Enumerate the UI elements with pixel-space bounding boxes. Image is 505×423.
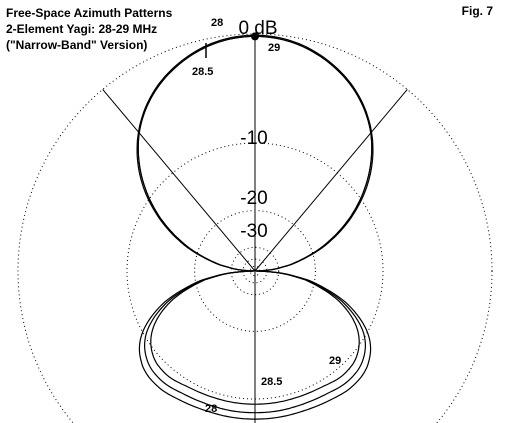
curve-label-28-5: 28.5 — [261, 376, 282, 388]
max-gain-marker — [251, 32, 259, 41]
curve-label-28: 28 — [205, 403, 217, 415]
pattern-curve-28-5 — [136, 34, 374, 414]
spoke-line — [102, 89, 256, 272]
ring-label-m20: -20 — [240, 188, 267, 209]
spoke-line — [254, 89, 408, 272]
polar-spokes — [102, 34, 408, 423]
ring-label-m10: -10 — [240, 128, 267, 149]
pattern-curves — [136, 34, 374, 420]
curve-label-28-5: 28.5 — [192, 66, 213, 78]
curve-label-29: 29 — [268, 42, 280, 54]
pattern-curve-29 — [137, 35, 373, 405]
curve-label-28: 28 — [211, 17, 223, 29]
figure-number: Fig. 7 — [461, 4, 493, 18]
chart-title-line-2: 2-Element Yagi: 28-29 MHz — [6, 22, 158, 36]
chart-title-line-3: ("Narrow-Band" Version) — [6, 38, 148, 52]
curve-label-29: 29 — [329, 355, 341, 367]
ring-label-0: 0 dB — [238, 18, 277, 39]
chart-title-line-1: Free-Space Azimuth Patterns — [6, 6, 173, 20]
ring-label-m30: -30 — [240, 221, 267, 242]
